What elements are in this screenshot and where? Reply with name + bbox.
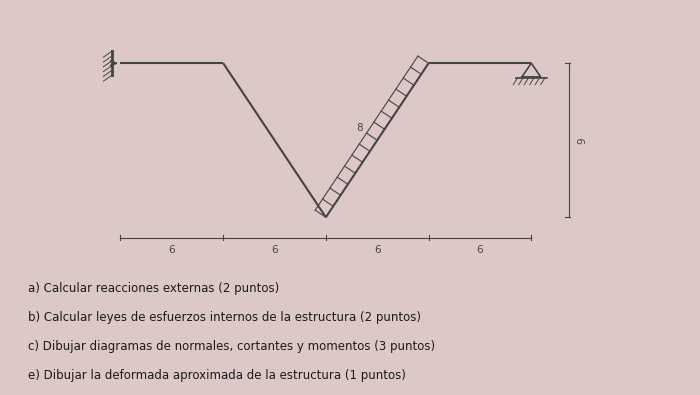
Text: 6: 6 <box>169 245 175 256</box>
Text: 9: 9 <box>578 137 587 143</box>
Polygon shape <box>522 63 540 77</box>
Text: a) Calcular reacciones externas (2 puntos): a) Calcular reacciones externas (2 punto… <box>28 282 279 295</box>
Text: b) Calcular leyes de esfuerzos internos de la estructura (2 puntos): b) Calcular leyes de esfuerzos internos … <box>28 311 421 324</box>
Text: e) Dibujar la deformada aproximada de la estructura (1 puntos): e) Dibujar la deformada aproximada de la… <box>28 369 406 382</box>
Text: c) Dibujar diagramas de normales, cortantes y momentos (3 puntos): c) Dibujar diagramas de normales, cortan… <box>28 340 435 353</box>
Text: 8: 8 <box>356 123 363 134</box>
Text: 6: 6 <box>271 245 278 256</box>
Text: 6: 6 <box>374 245 381 256</box>
Text: 6: 6 <box>477 245 483 256</box>
